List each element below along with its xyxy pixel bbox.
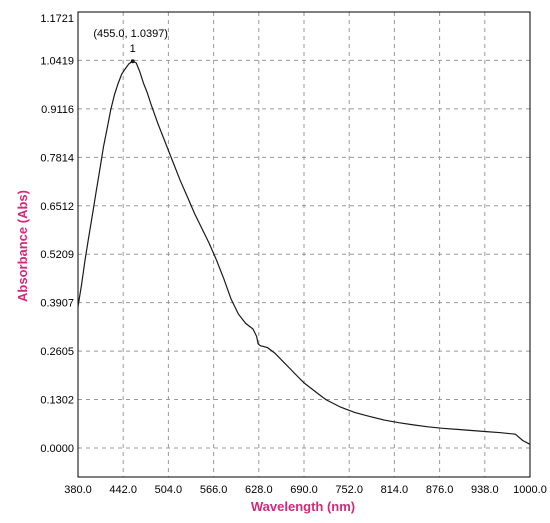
x-tick-label: 814.0	[381, 484, 409, 496]
x-axis-title: Wavelength (nm)	[251, 499, 355, 514]
plot-frame	[77, 11, 531, 478]
peak-index-label: 1	[130, 43, 136, 55]
y-tick-label: 1.0419	[40, 55, 74, 67]
peak-coordinate-label: (455.0, 1.0397)	[93, 28, 168, 40]
x-tick-label: 566.0	[200, 484, 228, 496]
y-tick-label: 0.3907	[40, 298, 74, 310]
y-tick-label: 0.1302	[40, 395, 74, 407]
peak-marker	[130, 59, 135, 64]
x-tick-label: 690.0	[290, 484, 318, 496]
y-tick-label: 0.9116	[41, 104, 74, 116]
y-tick-label: 0.7814	[40, 152, 74, 164]
x-tick-label: 380.0	[64, 484, 92, 496]
y-tick-label: 0.6512	[40, 201, 74, 213]
y-axis-title: Absorbance (Abs)	[15, 190, 30, 302]
absorbance-curve	[77, 60, 531, 445]
x-axis-tick-labels: 380.0 442.0 504.0 566.0 628.0 690.0 752.0 814.0…	[64, 484, 547, 496]
grid-lines	[78, 12, 530, 477]
x-tick-label: 628.0	[245, 484, 273, 496]
y-tick-label: 0.0000	[40, 443, 74, 455]
y-axis-tick-labels: 1.1721 1.0419 0.9116 0.7814 0.6512 0.5209 0.39…	[40, 13, 74, 455]
x-tick-label: 504.0	[155, 484, 183, 496]
y-tick-label: 0.5209	[40, 249, 74, 261]
x-tick-label: 1000.0	[513, 484, 547, 496]
y-tick-label: 1.1721	[40, 13, 74, 25]
x-tick-label: 752.0	[335, 484, 363, 496]
y-tick-label: 0.2605	[40, 346, 74, 358]
x-tick-label: 442.0	[109, 484, 137, 496]
x-tick-label: 876.0	[426, 484, 454, 496]
x-tick-label: 938.0	[471, 484, 499, 496]
